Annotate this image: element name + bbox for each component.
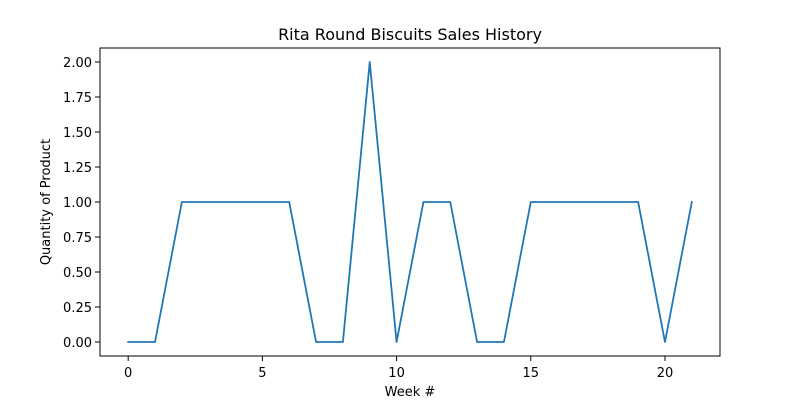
x-tick-label: 15 bbox=[523, 366, 540, 381]
y-tick-label: 0.00 bbox=[63, 336, 92, 351]
x-axis-label: Week # bbox=[385, 385, 436, 400]
chart-title: Rita Round Biscuits Sales History bbox=[278, 25, 542, 44]
y-tick-label: 1.00 bbox=[63, 196, 92, 211]
x-tick-label: 20 bbox=[657, 366, 674, 381]
y-tick-label: 1.25 bbox=[63, 161, 92, 176]
x-tick-label: 10 bbox=[388, 366, 405, 381]
y-tick-label: 0.75 bbox=[63, 231, 92, 246]
y-tick-label: 1.75 bbox=[63, 91, 92, 106]
y-tick-label: 2.00 bbox=[63, 56, 92, 71]
x-tick-label: 0 bbox=[124, 366, 132, 381]
x-tick-label: 5 bbox=[258, 366, 266, 381]
y-tick-label: 1.50 bbox=[63, 126, 92, 141]
y-tick-label: 0.25 bbox=[63, 301, 92, 316]
y-tick-label: 0.50 bbox=[63, 266, 92, 281]
plot-area: 0 5 10 15 20 0.00 0.25 0.50 0.75 1.00 1.25 1.50 1.75… bbox=[63, 47, 721, 381]
y-axis-label: Quantity of Product bbox=[39, 139, 54, 265]
series-line-0 bbox=[127, 61, 693, 343]
